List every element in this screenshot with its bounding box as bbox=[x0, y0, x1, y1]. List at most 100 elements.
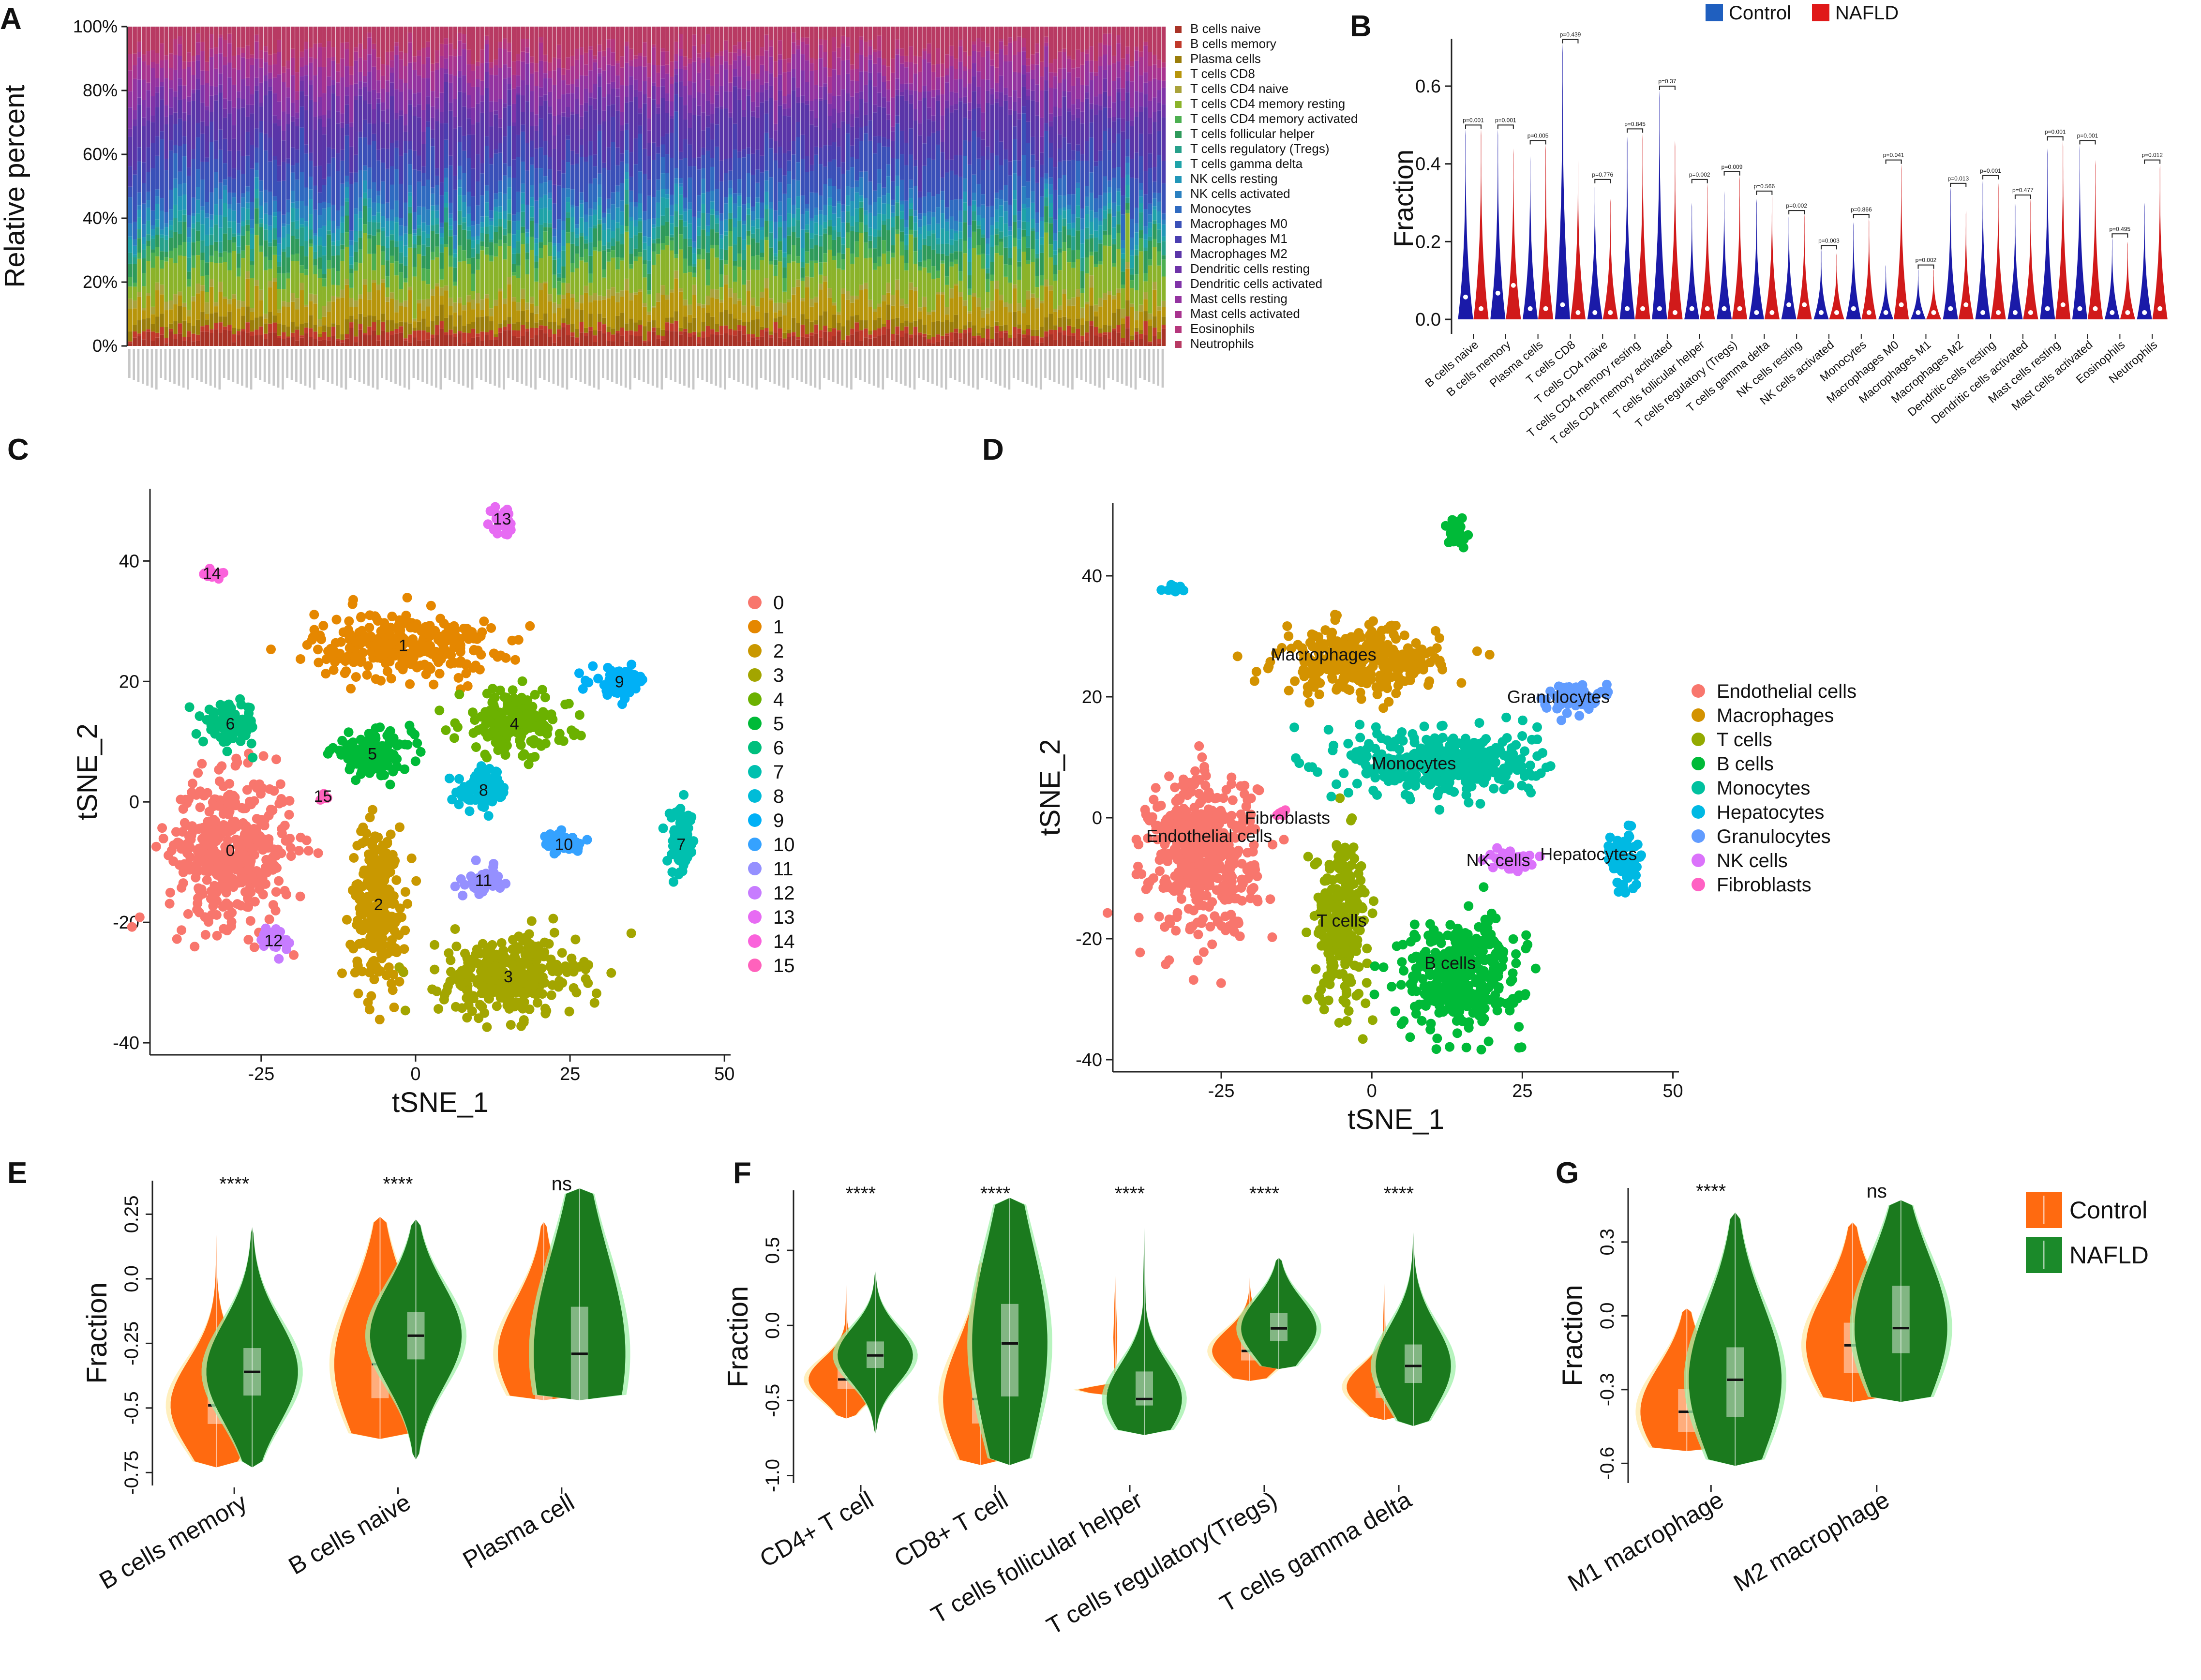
bar-segment bbox=[845, 186, 850, 195]
bar-segment bbox=[141, 183, 146, 204]
bar-segment bbox=[539, 242, 543, 248]
bar-segment bbox=[746, 27, 751, 42]
bar-segment bbox=[1048, 244, 1053, 258]
bar-segment bbox=[972, 297, 976, 326]
bar-segment bbox=[800, 267, 805, 278]
bar-segment bbox=[191, 296, 196, 301]
bar-segment bbox=[1026, 236, 1031, 248]
sample-tick-label bbox=[899, 349, 902, 384]
bar-segment bbox=[272, 239, 277, 247]
bar-segment bbox=[814, 333, 819, 346]
bar-segment bbox=[760, 155, 764, 173]
bar-segment bbox=[981, 204, 986, 218]
bar-segment bbox=[444, 222, 449, 244]
bar-segment bbox=[548, 329, 552, 337]
bar-segment bbox=[209, 329, 214, 333]
bar-segment bbox=[218, 316, 223, 323]
bar-segment bbox=[1085, 53, 1089, 61]
bar-segment bbox=[309, 337, 313, 346]
bar-segment bbox=[214, 312, 218, 323]
bar-segment bbox=[1035, 276, 1040, 287]
bar-segment bbox=[899, 337, 904, 346]
bar-segment bbox=[570, 205, 575, 208]
bar-segment bbox=[1044, 173, 1048, 179]
bar-segment bbox=[340, 289, 344, 298]
bar-segment bbox=[647, 27, 652, 63]
bar-segment bbox=[385, 109, 390, 124]
bar-segment bbox=[182, 85, 187, 99]
bar-segment bbox=[489, 126, 494, 158]
bar-segment bbox=[449, 330, 453, 335]
bar-segment bbox=[133, 27, 137, 54]
bar-segment bbox=[837, 330, 841, 332]
bar-segment bbox=[372, 322, 376, 331]
bar-segment bbox=[282, 249, 286, 252]
bar-segment bbox=[299, 324, 304, 336]
bar-segment bbox=[282, 73, 286, 82]
sample-tick-label bbox=[683, 349, 686, 386]
bar-segment bbox=[1071, 68, 1076, 86]
bar-segment bbox=[1017, 324, 1021, 329]
bar-segment bbox=[182, 302, 187, 307]
bar-segment bbox=[354, 83, 358, 96]
bar-segment bbox=[209, 333, 214, 346]
bar-segment bbox=[719, 334, 724, 346]
bar-segment bbox=[755, 255, 760, 270]
bar-segment bbox=[805, 211, 809, 225]
bar-segment bbox=[344, 176, 349, 182]
bar-segment bbox=[137, 147, 142, 162]
sample-tick-label bbox=[1048, 349, 1051, 380]
bar-segment bbox=[511, 178, 516, 215]
bar-segment bbox=[710, 316, 715, 330]
bar-segment bbox=[688, 63, 692, 81]
bar-segment bbox=[701, 308, 705, 322]
bar-segment bbox=[972, 337, 976, 346]
bar-segment bbox=[886, 89, 891, 102]
bar-segment bbox=[837, 75, 841, 96]
bar-segment bbox=[137, 52, 142, 58]
bar-segment bbox=[958, 210, 963, 223]
bar-segment bbox=[1062, 241, 1067, 252]
bar-segment bbox=[195, 123, 200, 138]
bar-segment bbox=[1062, 91, 1067, 97]
bar-segment bbox=[426, 326, 431, 332]
bar-segment bbox=[1071, 104, 1076, 115]
bar-segment bbox=[344, 279, 349, 285]
bar-segment bbox=[236, 109, 241, 151]
bar-segment bbox=[638, 256, 643, 289]
sample-tick-label bbox=[976, 349, 979, 390]
bar-segment bbox=[1003, 101, 1008, 150]
bar-segment bbox=[309, 47, 313, 58]
bar-segment bbox=[733, 227, 737, 245]
bar-segment bbox=[453, 128, 458, 176]
bar-segment bbox=[200, 206, 205, 210]
bar-segment bbox=[1044, 331, 1048, 337]
bar-segment bbox=[647, 341, 652, 346]
bar-segment bbox=[746, 56, 751, 66]
bar-segment bbox=[530, 74, 534, 91]
bar-segment bbox=[994, 222, 999, 229]
bar-segment bbox=[760, 298, 764, 327]
bar-segment bbox=[633, 90, 638, 97]
bar-segment bbox=[566, 243, 570, 284]
bar-segment bbox=[471, 168, 476, 196]
bar-segment bbox=[733, 123, 737, 150]
bar-segment bbox=[814, 99, 819, 119]
bar-segment bbox=[624, 226, 629, 232]
bar-segment bbox=[218, 73, 223, 85]
bar-segment bbox=[561, 318, 566, 323]
bar-segment bbox=[872, 320, 877, 330]
bar-segment bbox=[471, 27, 476, 64]
bar-segment bbox=[922, 51, 927, 60]
bar-segment bbox=[484, 294, 489, 299]
bar-segment bbox=[656, 301, 660, 328]
bar-segment bbox=[909, 188, 913, 198]
bar-segment bbox=[476, 303, 480, 317]
bar-segment bbox=[1008, 27, 1013, 38]
bar-segment bbox=[737, 330, 742, 346]
bar-segment bbox=[236, 268, 241, 277]
bar-segment bbox=[931, 121, 936, 133]
bar-segment bbox=[715, 245, 719, 258]
bar-segment bbox=[480, 310, 485, 317]
bar-segment bbox=[250, 58, 255, 65]
